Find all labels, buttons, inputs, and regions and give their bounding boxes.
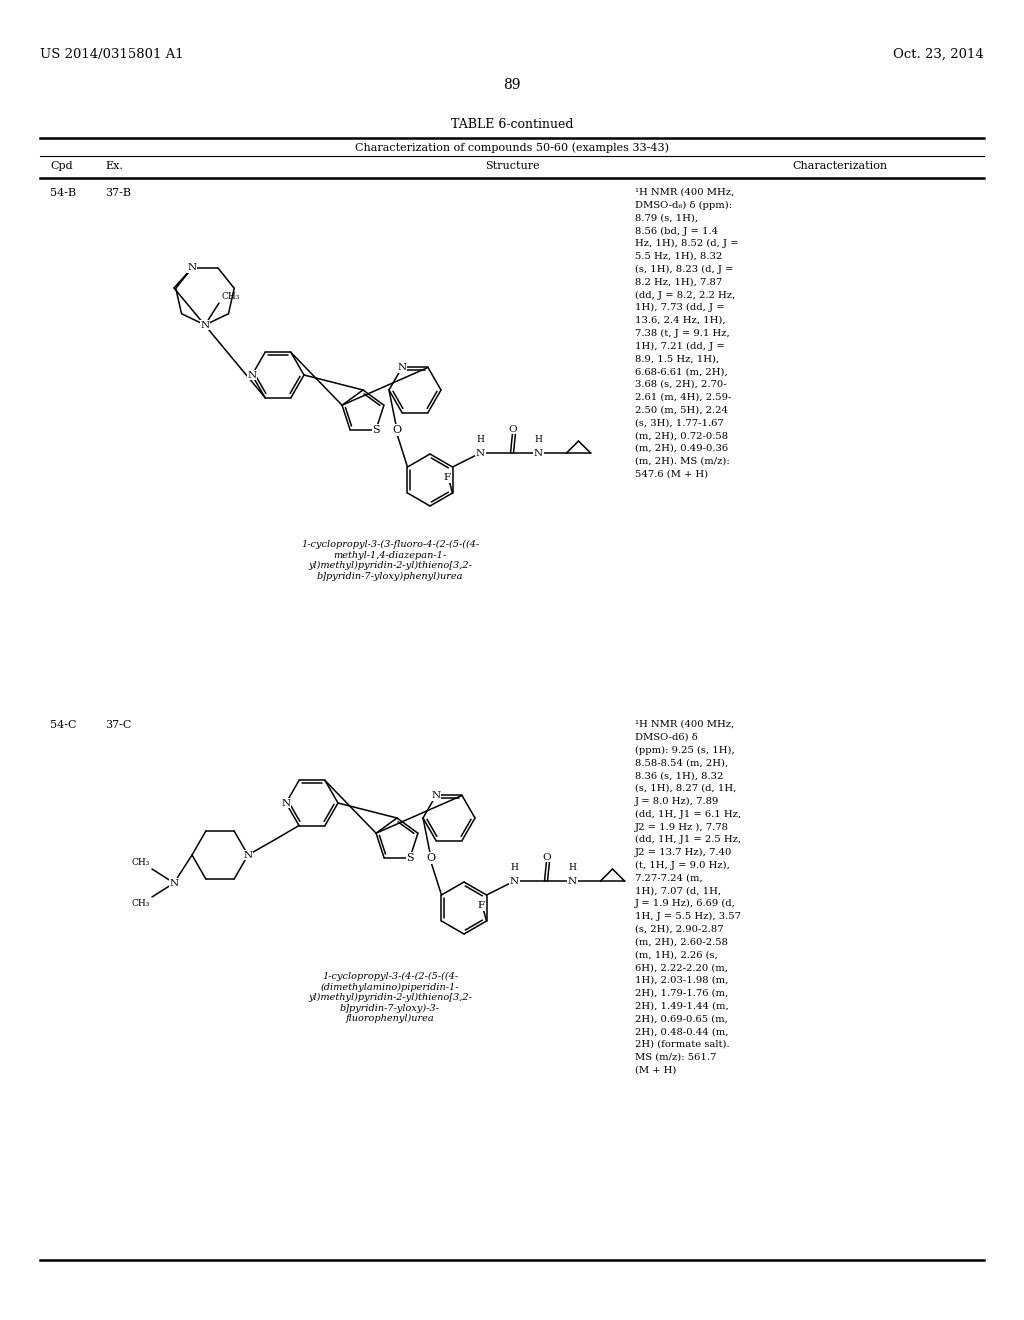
Text: (M + H): (M + H): [635, 1065, 677, 1074]
Text: DMSO-d6) δ: DMSO-d6) δ: [635, 733, 697, 742]
Text: 37-C: 37-C: [105, 719, 131, 730]
Text: 54-B: 54-B: [50, 187, 76, 198]
Text: J2 = 1.9 Hz ), 7.78: J2 = 1.9 Hz ), 7.78: [635, 822, 729, 832]
Text: 8.56 (bd, J = 1.4: 8.56 (bd, J = 1.4: [635, 227, 718, 235]
Text: (s, 1H), 8.27 (d, 1H,: (s, 1H), 8.27 (d, 1H,: [635, 784, 736, 793]
Text: H: H: [535, 436, 543, 444]
Text: (t, 1H, J = 9.0 Hz),: (t, 1H, J = 9.0 Hz),: [635, 861, 730, 870]
Text: F: F: [478, 902, 485, 911]
Text: (m, 1H), 2.26 (s,: (m, 1H), 2.26 (s,: [635, 950, 718, 960]
Text: Characterization: Characterization: [793, 161, 888, 172]
Text: (m, 2H), 2.60-2.58: (m, 2H), 2.60-2.58: [635, 937, 728, 946]
Text: 2.50 (m, 5H), 2.24: 2.50 (m, 5H), 2.24: [635, 405, 728, 414]
Text: N: N: [431, 791, 440, 800]
Text: DMSO-d₆) δ (ppm):: DMSO-d₆) δ (ppm):: [635, 201, 732, 210]
Text: N: N: [282, 799, 291, 808]
Text: J = 8.0 Hz), 7.89: J = 8.0 Hz), 7.89: [635, 797, 720, 807]
Text: CH₃: CH₃: [132, 858, 150, 867]
Text: (m, 2H), 0.72-0.58: (m, 2H), 0.72-0.58: [635, 432, 728, 440]
Text: N: N: [201, 321, 210, 330]
Text: H: H: [476, 436, 484, 444]
Text: H: H: [511, 863, 518, 873]
Text: 89: 89: [503, 78, 521, 92]
Text: O: O: [542, 853, 551, 862]
Text: ¹H NMR (400 MHz,: ¹H NMR (400 MHz,: [635, 187, 734, 197]
Text: (dd, 1H, J1 = 2.5 Hz,: (dd, 1H, J1 = 2.5 Hz,: [635, 836, 741, 845]
Text: N: N: [187, 264, 197, 272]
Text: 2H), 0.69-0.65 (m,: 2H), 0.69-0.65 (m,: [635, 1014, 728, 1023]
Text: F: F: [444, 474, 452, 483]
Text: (s, 3H), 1.77-1.67: (s, 3H), 1.77-1.67: [635, 418, 724, 428]
Text: 8.79 (s, 1H),: 8.79 (s, 1H),: [635, 214, 698, 223]
Text: N: N: [568, 876, 578, 886]
Text: S: S: [407, 853, 414, 863]
Text: Cpd: Cpd: [50, 161, 73, 172]
Text: 2H) (formate salt).: 2H) (formate salt).: [635, 1040, 730, 1049]
Text: 1H), 7.73 (dd, J =: 1H), 7.73 (dd, J =: [635, 304, 725, 313]
Text: 1H, J = 5.5 Hz), 3.57: 1H, J = 5.5 Hz), 3.57: [635, 912, 741, 921]
Text: 13.6, 2.4 Hz, 1H),: 13.6, 2.4 Hz, 1H),: [635, 315, 726, 325]
Text: N: N: [248, 371, 257, 380]
Text: O: O: [392, 425, 401, 436]
Text: ¹H NMR (400 MHz,: ¹H NMR (400 MHz,: [635, 719, 734, 729]
Text: (s, 2H), 2.90-2.87: (s, 2H), 2.90-2.87: [635, 925, 724, 933]
Text: 54-C: 54-C: [50, 719, 77, 730]
Text: J2 = 13.7 Hz), 7.40: J2 = 13.7 Hz), 7.40: [635, 847, 732, 857]
Text: (m, 2H). MS (m/z):: (m, 2H). MS (m/z):: [635, 457, 730, 466]
Text: Structure: Structure: [484, 161, 540, 172]
Text: Oct. 23, 2014: Oct. 23, 2014: [893, 48, 984, 61]
Text: N: N: [169, 879, 178, 887]
Text: 1-cyclopropyl-3-(4-(2-(5-((4-
(dimethylamino)piperidin-1-
yl)methyl)pyridin-2-yl: 1-cyclopropyl-3-(4-(2-(5-((4- (dimethyla…: [308, 972, 472, 1023]
Text: 5.5 Hz, 1H), 8.32: 5.5 Hz, 1H), 8.32: [635, 252, 722, 261]
Text: CH₃: CH₃: [132, 899, 150, 908]
Text: N: N: [397, 363, 407, 372]
Text: 2.61 (m, 4H), 2.59-: 2.61 (m, 4H), 2.59-: [635, 393, 731, 401]
Text: Ex.: Ex.: [105, 161, 123, 172]
Text: 8.2 Hz, 1H), 7.87: 8.2 Hz, 1H), 7.87: [635, 277, 722, 286]
Text: 3.68 (s, 2H), 2.70-: 3.68 (s, 2H), 2.70-: [635, 380, 727, 389]
Text: (s, 1H), 8.23 (d, J =: (s, 1H), 8.23 (d, J =: [635, 265, 733, 275]
Text: 547.6 (M + H): 547.6 (M + H): [635, 470, 709, 479]
Text: 6.68-6.61 (m, 2H),: 6.68-6.61 (m, 2H),: [635, 367, 728, 376]
Text: 8.58-8.54 (m, 2H),: 8.58-8.54 (m, 2H),: [635, 759, 728, 767]
Text: (dd, J = 8.2, 2.2 Hz,: (dd, J = 8.2, 2.2 Hz,: [635, 290, 735, 300]
Text: 7.27-7.24 (m,: 7.27-7.24 (m,: [635, 874, 702, 883]
Text: (ppm): 9.25 (s, 1H),: (ppm): 9.25 (s, 1H),: [635, 746, 735, 755]
Text: S: S: [372, 425, 380, 434]
Text: O: O: [508, 425, 517, 433]
Text: 2H), 1.79-1.76 (m,: 2H), 1.79-1.76 (m,: [635, 989, 728, 998]
Text: 6H), 2.22-2.20 (m,: 6H), 2.22-2.20 (m,: [635, 964, 728, 973]
Text: N: N: [244, 850, 253, 859]
Text: 37-B: 37-B: [105, 187, 131, 198]
Text: H: H: [568, 863, 577, 873]
Text: N: N: [534, 449, 543, 458]
Text: 1H), 2.03-1.98 (m,: 1H), 2.03-1.98 (m,: [635, 975, 728, 985]
Text: TABLE 6-continued: TABLE 6-continued: [451, 117, 573, 131]
Text: MS (m/z): 561.7: MS (m/z): 561.7: [635, 1053, 717, 1061]
Text: J = 1.9 Hz), 6.69 (d,: J = 1.9 Hz), 6.69 (d,: [635, 899, 736, 908]
Text: 2H), 1.49-1.44 (m,: 2H), 1.49-1.44 (m,: [635, 1002, 729, 1011]
Text: 1-cyclopropyl-3-(3-fluoro-4-(2-(5-((4-
methyl-1,4-diazepan-1-
yl)methyl)pyridin-: 1-cyclopropyl-3-(3-fluoro-4-(2-(5-((4- m…: [301, 540, 479, 581]
Text: 7.38 (t, J = 9.1 Hz,: 7.38 (t, J = 9.1 Hz,: [635, 329, 730, 338]
Text: 1H), 7.21 (dd, J =: 1H), 7.21 (dd, J =: [635, 342, 725, 351]
Text: N: N: [476, 449, 485, 458]
Text: (m, 2H), 0.49-0.36: (m, 2H), 0.49-0.36: [635, 444, 728, 453]
Text: 8.9, 1.5 Hz, 1H),: 8.9, 1.5 Hz, 1H),: [635, 354, 719, 363]
Text: Characterization of compounds 50-60 (examples 33-43): Characterization of compounds 50-60 (exa…: [355, 143, 669, 153]
Text: CH₃: CH₃: [221, 292, 240, 301]
Text: O: O: [426, 853, 435, 863]
Text: N: N: [510, 876, 519, 886]
Text: 1H), 7.07 (d, 1H,: 1H), 7.07 (d, 1H,: [635, 887, 721, 895]
Text: US 2014/0315801 A1: US 2014/0315801 A1: [40, 48, 183, 61]
Text: (dd, 1H, J1 = 6.1 Hz,: (dd, 1H, J1 = 6.1 Hz,: [635, 809, 741, 818]
Text: 8.36 (s, 1H), 8.32: 8.36 (s, 1H), 8.32: [635, 771, 723, 780]
Text: 2H), 0.48-0.44 (m,: 2H), 0.48-0.44 (m,: [635, 1027, 728, 1036]
Text: Hz, 1H), 8.52 (d, J =: Hz, 1H), 8.52 (d, J =: [635, 239, 738, 248]
